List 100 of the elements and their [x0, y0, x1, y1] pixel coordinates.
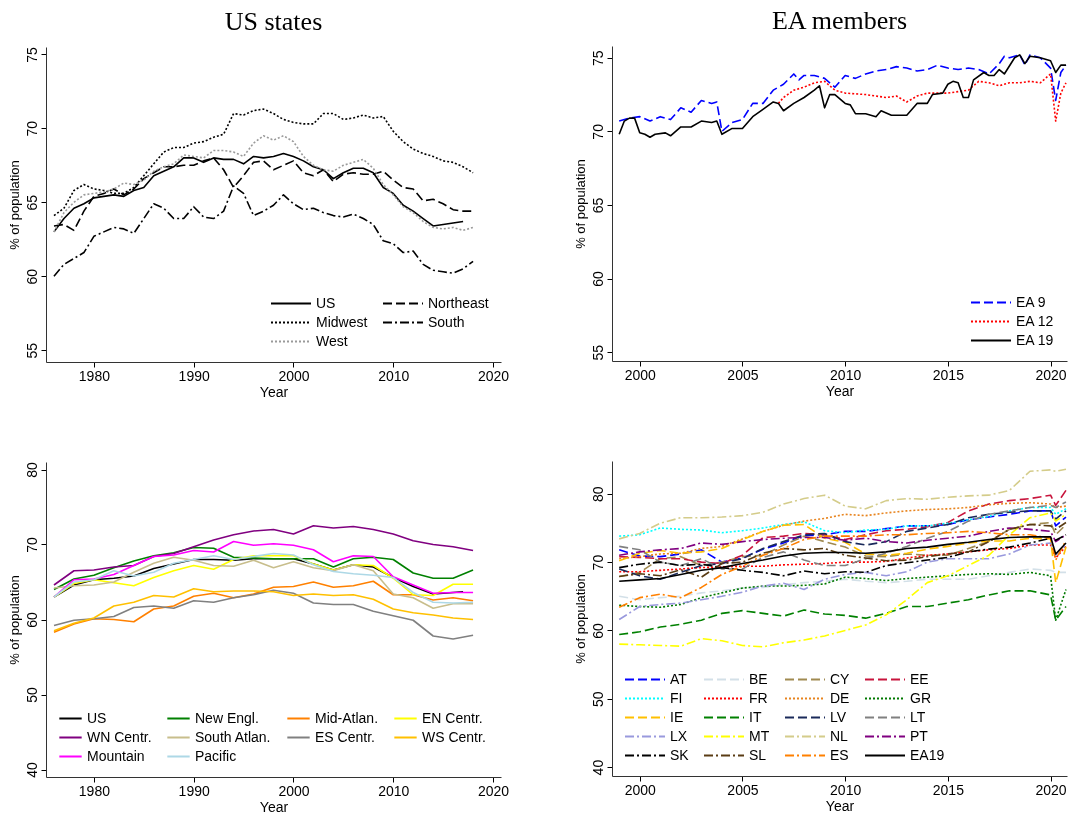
y-tick-label: 70 [23, 120, 40, 137]
legend-label: LT [910, 708, 926, 725]
legend-label: LV [830, 708, 847, 725]
x-tick-label: 2010 [378, 367, 410, 384]
x-tick-label: 2000 [624, 366, 657, 383]
x-tick-label: 2000 [278, 782, 310, 799]
y-tick-label: 70 [589, 554, 606, 571]
y-tick-label: 75 [589, 50, 606, 67]
line-series [53, 556, 474, 610]
legend-label: EA 19 [1016, 331, 1054, 348]
legend-label: West [316, 332, 348, 349]
y-tick-label: 60 [589, 271, 606, 287]
y-axis-title: % of population [6, 575, 22, 665]
chart-title: EA members [771, 6, 908, 35]
x-tick-label: 1990 [178, 367, 210, 384]
line-series [53, 589, 474, 640]
line-series [618, 510, 1067, 563]
y-tick-label: 55 [589, 344, 606, 361]
x-tick-label: 2015 [932, 781, 965, 798]
y-tick-label: 70 [589, 123, 606, 140]
legend-label: WS Centr. [422, 728, 486, 745]
legend-label: Pacific [195, 747, 237, 764]
legend-label: US [316, 294, 336, 311]
x-tick-label: 2020 [1035, 781, 1067, 798]
line-series [618, 542, 1067, 621]
legend-label: GR [910, 689, 931, 706]
line-series [618, 512, 1067, 648]
x-tick-label: 2000 [624, 781, 657, 798]
y-tick-label: 50 [23, 687, 40, 703]
legend-label: ES [830, 746, 849, 763]
y-tick-label: 40 [589, 759, 606, 776]
legend-label: MT [749, 727, 770, 744]
x-axis-title: Year [259, 383, 289, 400]
line-series [53, 552, 474, 604]
legend-label: IE [670, 708, 684, 725]
legend-label: NL [830, 727, 849, 744]
line-series [618, 544, 1067, 573]
line-series [618, 468, 1067, 540]
legend-label: New Engl. [195, 709, 259, 726]
y-tick-label: 80 [589, 486, 606, 503]
line-series [618, 568, 1067, 601]
legend-label: South Atlan. [195, 728, 271, 745]
x-tick-label: 2005 [727, 781, 759, 798]
x-tick-label: 2005 [727, 366, 759, 383]
line-series [53, 524, 474, 586]
y-tick-label: 80 [23, 462, 40, 478]
y-tick-label: 75 [23, 46, 40, 63]
y-tick-label: 55 [23, 342, 40, 359]
line-series [618, 489, 1067, 565]
x-tick-label: 2015 [932, 366, 965, 383]
x-tick-label: 2010 [830, 366, 862, 383]
y-tick-label: 50 [589, 691, 606, 708]
legend-label: US [87, 709, 107, 726]
chart-title: US states [224, 6, 323, 36]
x-axis-title: Year [825, 382, 855, 399]
x-tick-label: 2010 [378, 782, 410, 799]
x-tick-label: 2020 [477, 782, 510, 799]
line-series [618, 536, 1067, 583]
legend-label: SK [670, 746, 690, 763]
y-tick-label: 65 [589, 197, 606, 214]
y-axis-title: % of population [572, 159, 588, 249]
line-series [53, 546, 474, 591]
x-tick-label: 2010 [830, 781, 862, 798]
x-tick-label: 2020 [1035, 366, 1067, 383]
y-tick-label: 60 [23, 268, 40, 285]
legend-label: South [428, 313, 465, 330]
legend-label: EA19 [910, 746, 945, 763]
line-series [618, 530, 1067, 609]
line-series [618, 527, 1067, 557]
line-series [53, 134, 474, 233]
legend-label: AT [670, 670, 688, 687]
x-tick-label: 2020 [477, 367, 510, 384]
line-series [53, 580, 474, 634]
y-tick-label: 65 [23, 194, 40, 211]
legend-label: FR [749, 689, 768, 706]
legend-label: SL [749, 746, 767, 763]
legend-label: Mid-Atlan. [315, 709, 379, 726]
y-tick-label: 70 [23, 537, 40, 553]
x-tick-label: 2000 [278, 367, 310, 384]
legend-label: EA 9 [1016, 293, 1046, 310]
y-axis-title: % of population [572, 574, 588, 664]
y-tick-label: 60 [589, 622, 606, 639]
x-tick-label: 1980 [78, 782, 111, 799]
legend-label: Mountain [87, 747, 145, 764]
legend-label: LX [670, 727, 688, 744]
legend-label: WN Centr. [87, 728, 152, 745]
legend-label: IT [749, 708, 762, 725]
legend-label: Northeast [428, 294, 489, 311]
legend-label: Midwest [316, 313, 368, 330]
line-series [777, 73, 1067, 122]
line-series [53, 587, 474, 632]
line-series [618, 506, 1067, 537]
legend-label: FI [670, 689, 683, 706]
legend-label: PT [910, 727, 929, 744]
line-series [53, 540, 474, 598]
legend-label: EN Centr. [422, 709, 483, 726]
x-tick-label: 1980 [78, 367, 111, 384]
x-tick-label: 1990 [178, 782, 210, 799]
y-tick-label: 40 [23, 762, 40, 778]
x-axis-title: Year [259, 798, 289, 813]
